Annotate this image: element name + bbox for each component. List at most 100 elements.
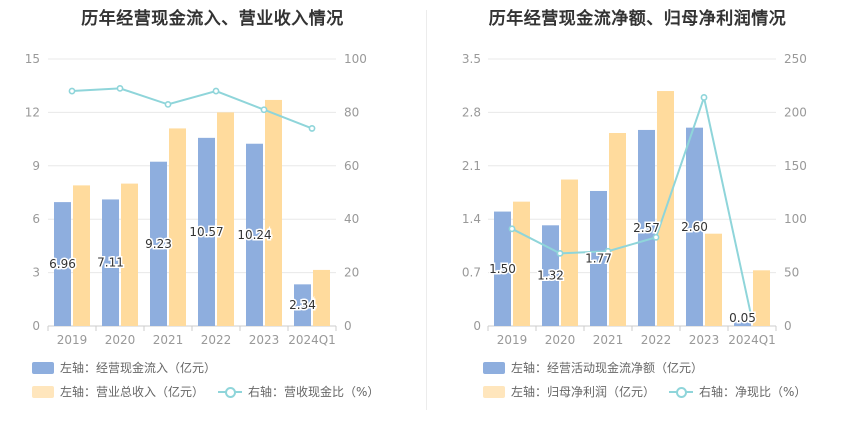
legend-item-line[interactable]: 右轴：营收现金比（%）: [218, 383, 379, 400]
x-tick-label: 2021: [593, 333, 624, 347]
bar-series1: [102, 199, 119, 326]
bar-series1: [54, 202, 71, 326]
chart-plot-area: 0 0 0.7 50 1.4 100 2.1 150 2.8 200 3.5 250 2019 2020 2…: [462, 52, 807, 347]
bar-series2: [609, 132, 626, 326]
y-left-tick-label: 6: [32, 212, 40, 226]
x-tick-label: 2019: [497, 333, 528, 347]
legend-swatch-bar2: [483, 385, 505, 398]
chart-panel-cashflow-revenue: 历年经营现金流入、营业收入情况 0 0 3 20 6 40 9 60 12 80 15 100 2019…: [25, 9, 393, 400]
legend-row-2: 左轴：营业总收入（亿元） 右轴：营收现金比（%）: [32, 383, 393, 400]
line-point: [604, 247, 612, 255]
y-right-tick-label: 0: [344, 319, 352, 333]
bar-series1: [638, 129, 655, 326]
y-left-tick-label: 12: [25, 105, 40, 119]
y-left-tick-label: 2.8: [462, 105, 481, 119]
y-right-tick-label: 40: [344, 212, 359, 226]
bar-series2: [753, 270, 770, 326]
bar-series2: [705, 233, 722, 326]
y-right-tick-label: 50: [784, 266, 799, 280]
data-label: 6.96: [49, 257, 76, 271]
data-label: 1.32: [537, 269, 564, 283]
data-label: 2.57: [633, 221, 660, 235]
y-left-tick-label: 9: [32, 159, 40, 173]
y-right-tick-label: 80: [344, 105, 359, 119]
legend-swatch-bar1: [483, 361, 505, 374]
line-series: [71, 87, 313, 130]
data-label: 0.05: [729, 311, 756, 325]
line-point: [556, 249, 564, 257]
y-left-tick-label: 0: [32, 319, 40, 333]
y-right-tick-label: 150: [784, 159, 807, 173]
chart-plot-area: 0 0 3 20 6 40 9 60 12 80 15 100 2019 2020 2021 2022 2023…: [25, 52, 367, 347]
legend-row-2: 左轴：归母净利润（亿元） 右轴：净现比（%）: [483, 383, 820, 400]
y-left-tick-label: 2.1: [462, 159, 481, 173]
line-series: [511, 93, 753, 320]
data-label: 1.50: [489, 262, 516, 276]
panel-divider: [426, 10, 427, 410]
legend-swatch-bar1: [32, 361, 54, 374]
x-tick-label: 2024Q1: [728, 333, 776, 347]
legend-item-bar1[interactable]: 左轴：经营活动现金流净额（亿元）: [483, 359, 703, 376]
y-left-tick-label: 15: [25, 52, 40, 66]
bar-series1: [246, 143, 263, 326]
y-right-tick-label: 250: [784, 52, 807, 66]
legend-row-1: 左轴：经营活动现金流净额（亿元）: [483, 359, 717, 376]
chart-title: 历年经营现金流净额、归母净利润情况: [488, 9, 787, 29]
x-tick-label: 2023: [249, 333, 280, 347]
line-point: [700, 94, 708, 101]
bar-series1: [686, 127, 703, 327]
y-left-tick-label: 3: [32, 266, 40, 280]
bar-series2: [169, 128, 186, 326]
legend-label: 左轴：经营活动现金流净额（亿元）: [511, 361, 704, 375]
bar-series1: [150, 161, 167, 326]
legend-item-line[interactable]: 右轴：净现比（%）: [669, 383, 806, 400]
line-point: [508, 225, 516, 233]
line-point: [652, 233, 660, 241]
legend-swatch-line: [218, 386, 243, 398]
legend-row-1: 左轴：经营现金流入（亿元）: [32, 359, 230, 376]
legend-label: 左轴：营业总收入（亿元）: [60, 385, 205, 399]
legend-swatch-line: [669, 386, 694, 398]
data-label: 10.24: [237, 228, 271, 242]
x-tick-label: 2019: [57, 333, 88, 347]
legend-item-bar2[interactable]: 左轴：营业总收入（亿元）: [32, 383, 204, 400]
y-left-tick-label: 1.4: [462, 212, 481, 226]
line-point: [308, 125, 316, 132]
data-label: 7.11: [97, 256, 124, 270]
bar-series1: [198, 137, 215, 326]
line-point: [748, 316, 756, 323]
y-right-tick-label: 60: [344, 159, 359, 173]
line-point: [212, 87, 220, 95]
x-tick-label: 2023: [689, 333, 720, 347]
bar-series1: [734, 322, 751, 326]
bar-series2: [73, 185, 90, 326]
data-label: 1.77: [585, 251, 612, 265]
line-point: [68, 87, 76, 95]
legend-swatch-bar2: [32, 385, 54, 398]
x-tick-label: 2022: [201, 333, 232, 347]
bar-series2: [265, 99, 282, 326]
data-label: 10.57: [189, 225, 223, 239]
legend-label: 左轴：归母净利润（亿元）: [511, 385, 656, 399]
y-left-tick-label: 0: [473, 319, 481, 333]
y-right-tick-label: 100: [344, 52, 367, 66]
data-label: 9.23: [145, 237, 172, 251]
bar-series2: [217, 112, 234, 327]
line-point: [116, 84, 124, 92]
legend-label: 右轴：营收现金比（%）: [248, 385, 380, 399]
legend-item-bar1[interactable]: 左轴：经营现金流入（亿元）: [32, 359, 216, 376]
legend-label: 左轴：经营现金流入（亿元）: [60, 361, 217, 375]
x-tick-label: 2021: [153, 333, 184, 347]
bar-series2: [513, 201, 530, 326]
y-right-tick-label: 20: [344, 266, 359, 280]
data-label: 2.34: [289, 298, 316, 312]
chart-title: 历年经营现金流入、营业收入情况: [81, 9, 344, 29]
bar-series1: [494, 211, 511, 326]
bar-series1: [590, 190, 607, 326]
x-tick-label: 2022: [641, 333, 672, 347]
line-point: [164, 100, 172, 108]
y-right-tick-label: 0: [784, 319, 792, 333]
legend-item-bar2[interactable]: 左轴：归母净利润（亿元）: [483, 383, 655, 400]
y-right-tick-label: 200: [784, 105, 807, 119]
legend-label: 右轴：净现比（%）: [699, 385, 807, 399]
